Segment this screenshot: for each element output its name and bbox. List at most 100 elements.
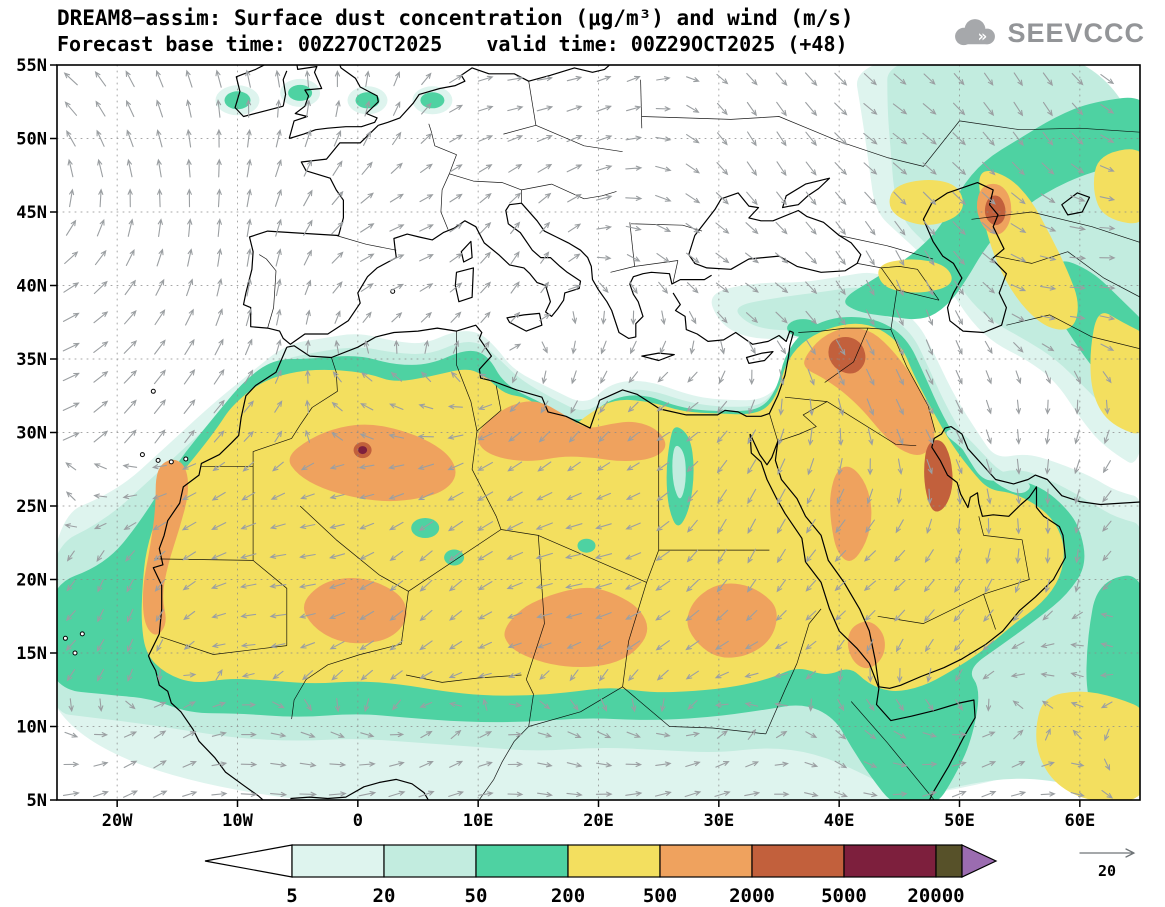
border-path bbox=[336, 235, 397, 251]
border-path bbox=[622, 582, 647, 687]
dust-region bbox=[830, 466, 872, 561]
border-path bbox=[824, 327, 869, 383]
dust-region bbox=[358, 446, 368, 455]
chart-header: DREAM8−assim: Surface dust concentration… bbox=[57, 6, 854, 56]
island-mark bbox=[139, 452, 145, 458]
y-tick-label: 40N bbox=[16, 277, 47, 297]
dust-region bbox=[878, 259, 952, 293]
border-path bbox=[983, 594, 996, 630]
colorbar-cell bbox=[567, 844, 661, 878]
dust-region bbox=[847, 621, 885, 669]
wind-vectors bbox=[62, 69, 1116, 799]
y-tick-label: 35N bbox=[16, 350, 47, 370]
colorbar-left-arrow bbox=[204, 844, 293, 878]
wind-reference-label: 20 bbox=[1098, 862, 1116, 880]
coastline-path bbox=[460, 240, 473, 263]
border-path bbox=[525, 679, 534, 695]
dust-region bbox=[672, 445, 686, 499]
y-tick-label: 30N bbox=[16, 424, 47, 444]
colorbar-cell bbox=[383, 844, 477, 878]
island-mark bbox=[183, 456, 189, 462]
dust-region bbox=[946, 429, 1030, 494]
axis-tick-labels: 20W 10W 0 10E 20E 30E 40E 50E 60E 55N 50N 45N 40N 35N… bbox=[16, 56, 1095, 831]
y-tick-label: 5N bbox=[27, 791, 47, 811]
forecast-base-time: Forecast base time: 00Z27OCT2025 bbox=[57, 32, 443, 56]
border-path bbox=[857, 263, 940, 301]
island-mark bbox=[79, 631, 85, 637]
border-path bbox=[796, 608, 822, 664]
border-path bbox=[528, 81, 537, 126]
colorbar-legend: 5 20 50 200 500 2000 5000 20000 bbox=[204, 844, 998, 907]
border-path bbox=[291, 654, 361, 720]
border-path bbox=[826, 401, 917, 447]
border-path bbox=[850, 701, 935, 800]
border-path bbox=[259, 254, 277, 329]
dust-region bbox=[303, 578, 407, 644]
border-path bbox=[476, 385, 502, 432]
x-tick-label: 20E bbox=[583, 811, 614, 831]
coastline-path bbox=[378, 65, 611, 126]
border-path bbox=[449, 173, 552, 191]
x-tick-label: 20W bbox=[102, 811, 133, 831]
border-path bbox=[551, 183, 617, 200]
coastline-path bbox=[672, 292, 794, 345]
dust-region bbox=[687, 583, 777, 658]
island-mark bbox=[155, 457, 161, 463]
colorbar-cell bbox=[475, 844, 569, 878]
border-path bbox=[896, 289, 940, 301]
coastline-path bbox=[521, 202, 712, 339]
coastlines bbox=[62, 65, 1140, 800]
coastline-path bbox=[242, 124, 582, 345]
y-tick-label: 50N bbox=[16, 130, 47, 150]
colorbar-cell bbox=[751, 844, 845, 878]
coastline-path bbox=[1061, 192, 1091, 216]
border-path bbox=[646, 549, 660, 583]
coastline-path bbox=[147, 346, 288, 800]
dust-region bbox=[420, 92, 445, 109]
coastline-path bbox=[922, 182, 1007, 334]
coastline-path bbox=[749, 433, 779, 466]
dust-region bbox=[889, 180, 963, 226]
seevccc-logo-text: SEEVCCC bbox=[1007, 17, 1145, 48]
colorbar-label: 5 bbox=[286, 885, 297, 907]
dust-region bbox=[411, 518, 440, 538]
border-path bbox=[765, 663, 798, 735]
border-path bbox=[1006, 314, 1140, 350]
island-mark bbox=[72, 650, 78, 656]
border-path bbox=[784, 396, 828, 402]
coastline-path bbox=[641, 352, 675, 362]
border-path bbox=[641, 116, 888, 158]
coastline-path bbox=[282, 70, 288, 107]
dust-region bbox=[924, 440, 953, 512]
border-path bbox=[971, 211, 1140, 243]
island-mark bbox=[150, 388, 156, 394]
island-mark bbox=[168, 459, 174, 465]
wind-reference: 20 bbox=[1079, 848, 1136, 880]
border-path bbox=[622, 686, 766, 735]
border-path bbox=[978, 516, 1030, 580]
border-path bbox=[769, 413, 779, 442]
coastline-path bbox=[749, 433, 976, 800]
svg-text:»: » bbox=[978, 28, 987, 46]
border-path bbox=[528, 686, 623, 727]
coastline-path bbox=[234, 65, 284, 118]
border-path bbox=[428, 123, 457, 174]
x-tick-label: 30E bbox=[703, 811, 734, 831]
border-path bbox=[640, 79, 643, 129]
wind-reference-line bbox=[1079, 848, 1136, 858]
dust-region bbox=[787, 319, 820, 338]
border-path bbox=[877, 579, 1030, 624]
x-tick-label: 50E bbox=[944, 811, 975, 831]
colorbar-cell bbox=[935, 844, 963, 878]
colorbar-label: 500 bbox=[643, 885, 677, 907]
y-tick-label: 20N bbox=[16, 571, 47, 591]
colorbar-cell bbox=[659, 844, 753, 878]
dust-concentration-layer bbox=[57, 65, 1140, 800]
axes-frame bbox=[50, 64, 1141, 807]
border-path bbox=[252, 560, 288, 646]
valid-time: valid time: 00Z29OCT2025 (+48) bbox=[486, 32, 848, 56]
colorbar-label: 50 bbox=[465, 885, 488, 907]
border-path bbox=[890, 329, 936, 433]
x-tick-label: 0 bbox=[353, 811, 363, 831]
